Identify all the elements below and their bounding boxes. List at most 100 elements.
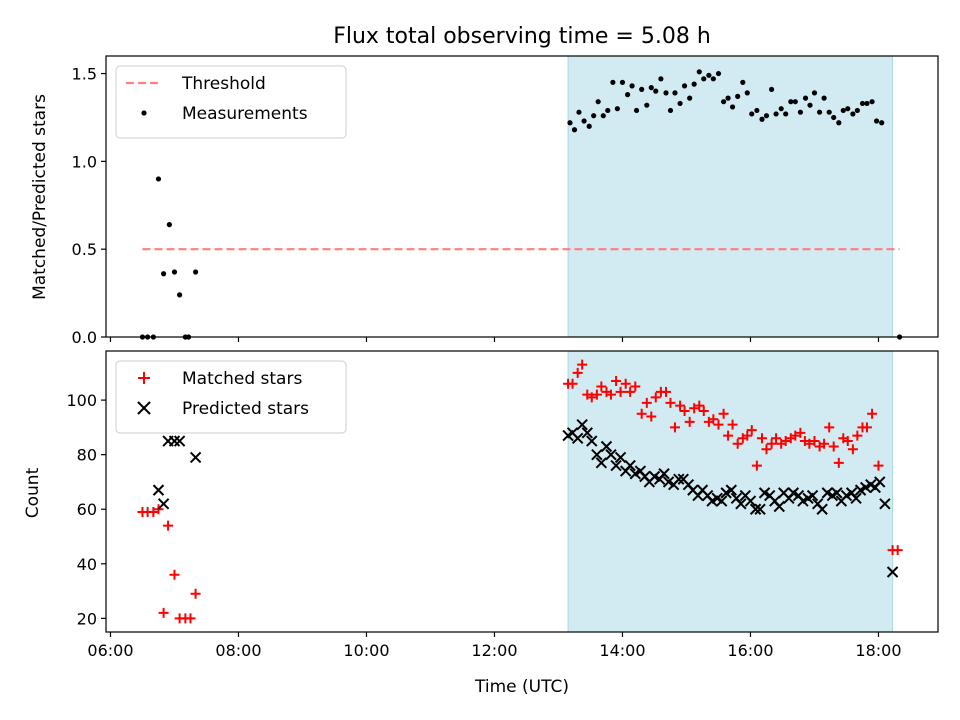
predicted-point bbox=[189, 451, 202, 464]
chart-title: Flux total observing time = 5.08 h bbox=[333, 24, 711, 49]
series-predicted-stars bbox=[152, 418, 899, 578]
y-tick-label: 0.5 bbox=[72, 240, 97, 259]
measurement-point bbox=[625, 92, 631, 98]
measurement-point bbox=[691, 81, 697, 87]
matched-point bbox=[713, 419, 724, 430]
measurement-point bbox=[687, 95, 693, 101]
matched-point bbox=[727, 419, 738, 430]
measurement-point bbox=[701, 76, 707, 82]
matched-point bbox=[675, 400, 686, 411]
measurement-point bbox=[740, 79, 746, 85]
matched-point bbox=[169, 569, 180, 580]
matched-point bbox=[723, 430, 734, 441]
measurement-point bbox=[845, 106, 851, 112]
y-tick-label: 60 bbox=[77, 500, 97, 519]
predicted-point bbox=[715, 495, 728, 507]
predicted-point bbox=[595, 457, 608, 469]
matched-point bbox=[665, 397, 676, 408]
measurement-point bbox=[629, 83, 635, 89]
measurement-point bbox=[817, 109, 823, 115]
matched-point bbox=[572, 367, 583, 378]
predicted-point bbox=[850, 492, 862, 505]
measurement-point bbox=[836, 120, 842, 126]
predicted-point bbox=[773, 500, 785, 513]
measurement-point bbox=[571, 127, 578, 133]
measurement-point bbox=[854, 107, 860, 114]
legend-measurements-handle bbox=[141, 110, 147, 116]
measurement-point bbox=[873, 118, 880, 124]
matched-point bbox=[650, 392, 661, 403]
matched-point bbox=[698, 406, 709, 417]
measurement-point bbox=[826, 109, 832, 115]
matched-point bbox=[761, 444, 772, 455]
predicted-point bbox=[806, 489, 819, 502]
matched-point bbox=[190, 588, 201, 599]
predicted-point bbox=[673, 473, 685, 485]
matched-point bbox=[732, 438, 743, 449]
matched-point bbox=[577, 359, 588, 370]
measurement-point bbox=[763, 113, 770, 119]
predicted-point bbox=[581, 427, 593, 439]
measurement-point bbox=[759, 116, 765, 122]
measurement-point bbox=[715, 70, 722, 77]
measurement-point bbox=[193, 269, 199, 275]
top-y-axis-label: Matched/Predicted stars bbox=[30, 94, 50, 300]
x-tick-label: 10:00 bbox=[343, 641, 389, 660]
measurement-point bbox=[773, 111, 779, 117]
measurement-point bbox=[735, 93, 741, 99]
legend-box bbox=[115, 360, 347, 434]
measurement-point bbox=[653, 88, 659, 94]
measurement-point bbox=[166, 222, 172, 228]
matched-point bbox=[780, 436, 791, 447]
matched-point bbox=[185, 613, 196, 624]
predicted-point bbox=[614, 451, 627, 464]
predicted-point bbox=[157, 498, 170, 510]
measurement-point bbox=[864, 100, 870, 107]
predicted-point bbox=[624, 459, 636, 472]
predicted-point bbox=[173, 435, 186, 447]
legend-label: Matched stars bbox=[182, 369, 302, 389]
measurement-point bbox=[672, 90, 678, 96]
legend-label: Predicted stars bbox=[182, 399, 309, 419]
matched-point bbox=[771, 433, 782, 444]
predicted-point bbox=[571, 432, 584, 445]
x-axis-label: Time (UTC) bbox=[474, 677, 569, 697]
bottom-y-axis-label: Count bbox=[23, 467, 43, 518]
matched-point bbox=[847, 444, 858, 455]
measurement-point bbox=[586, 123, 592, 129]
matched-point bbox=[611, 376, 622, 387]
legend-predicted-handle bbox=[137, 401, 151, 415]
measurement-point bbox=[658, 76, 664, 82]
matched-point bbox=[615, 386, 626, 397]
measurement-point bbox=[619, 79, 626, 85]
predicted-point bbox=[754, 503, 766, 515]
predicted-point bbox=[725, 484, 737, 496]
measurement-point bbox=[778, 106, 784, 112]
matched-point bbox=[669, 422, 680, 433]
measurement-point bbox=[639, 86, 645, 92]
measurement-point bbox=[721, 99, 727, 105]
matched-point bbox=[718, 408, 729, 419]
measurement-point bbox=[177, 292, 183, 298]
matched-point bbox=[804, 438, 815, 449]
measurement-point bbox=[831, 114, 837, 121]
measurement-point bbox=[850, 111, 856, 117]
matched-point bbox=[828, 441, 839, 452]
matched-point bbox=[679, 406, 690, 417]
predicted-point bbox=[605, 448, 617, 461]
measurement-point bbox=[614, 106, 620, 112]
y-tick-label: 80 bbox=[77, 446, 97, 465]
matched-point bbox=[795, 427, 806, 438]
measurement-point bbox=[155, 176, 162, 182]
matched-point bbox=[630, 381, 641, 392]
matched-point bbox=[596, 381, 607, 392]
axes-frame-top bbox=[105, 55, 939, 338]
matched-point bbox=[148, 506, 159, 517]
matched-point bbox=[746, 425, 757, 436]
matched-point bbox=[605, 389, 616, 400]
measurement-point bbox=[725, 95, 731, 101]
matched-point bbox=[591, 389, 602, 400]
x-tick-label: 06:00 bbox=[87, 641, 133, 660]
matched-point bbox=[892, 545, 903, 556]
matched-point bbox=[625, 386, 636, 397]
